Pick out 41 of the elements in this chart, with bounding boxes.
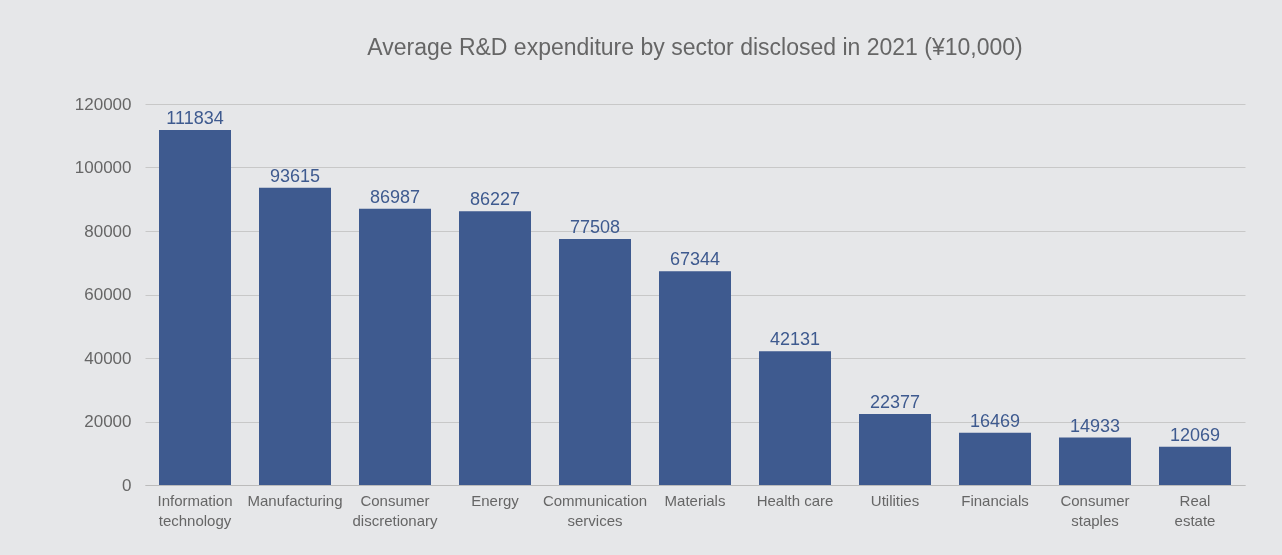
chart-title: Average R&D expenditure by sector disclosed in 2021 (¥10,000) — [367, 34, 1023, 60]
bar — [259, 187, 331, 485]
data-label: 22377 — [869, 391, 921, 412]
y-tick-label: 40000 — [84, 348, 132, 368]
data-label: 86227 — [469, 189, 521, 210]
bar — [359, 208, 431, 485]
x-tick-label: Manufacturing — [247, 491, 343, 509]
y-tick-label: 100000 — [74, 158, 132, 177]
x-tick-label: Health care — [756, 491, 834, 509]
y-tick-label: 60000 — [84, 285, 132, 304]
bar — [459, 211, 531, 485]
x-tick-label: Consumer staples — [1060, 491, 1130, 529]
y-tick-label: 80000 — [84, 221, 132, 241]
bar — [1059, 437, 1131, 485]
data-label: 86987 — [369, 186, 421, 207]
data-label: 12069 — [1169, 424, 1221, 445]
data-label: 67344 — [669, 249, 721, 270]
x-tick-label: Financials — [961, 491, 1029, 509]
y-tick-label: 0 — [122, 475, 132, 495]
data-label: 77508 — [569, 216, 621, 237]
bar — [659, 271, 731, 485]
data-label: 14933 — [1069, 415, 1121, 436]
x-tick-label: Consumer discretionary — [352, 491, 439, 529]
x-tick-label: Real estate — [1174, 491, 1216, 529]
bar — [859, 413, 931, 485]
x-tick-label: Materials — [664, 491, 726, 509]
x-tick-label: Communication services — [542, 491, 648, 529]
bar — [1159, 446, 1231, 485]
x-tick-label: Information technology — [157, 491, 233, 529]
bar — [559, 238, 631, 485]
x-tick-label: Utilities — [870, 491, 920, 509]
bar — [759, 351, 831, 485]
y-tick-label: 20000 — [84, 412, 132, 431]
data-label: 93615 — [269, 165, 321, 186]
y-tick-label: 120000 — [74, 94, 132, 114]
bar — [159, 129, 231, 485]
data-label: 16469 — [969, 410, 1021, 431]
x-tick-label: Energy — [471, 491, 520, 509]
bar — [959, 432, 1031, 485]
data-label: 111834 — [166, 107, 224, 128]
data-label: 42131 — [769, 329, 821, 350]
